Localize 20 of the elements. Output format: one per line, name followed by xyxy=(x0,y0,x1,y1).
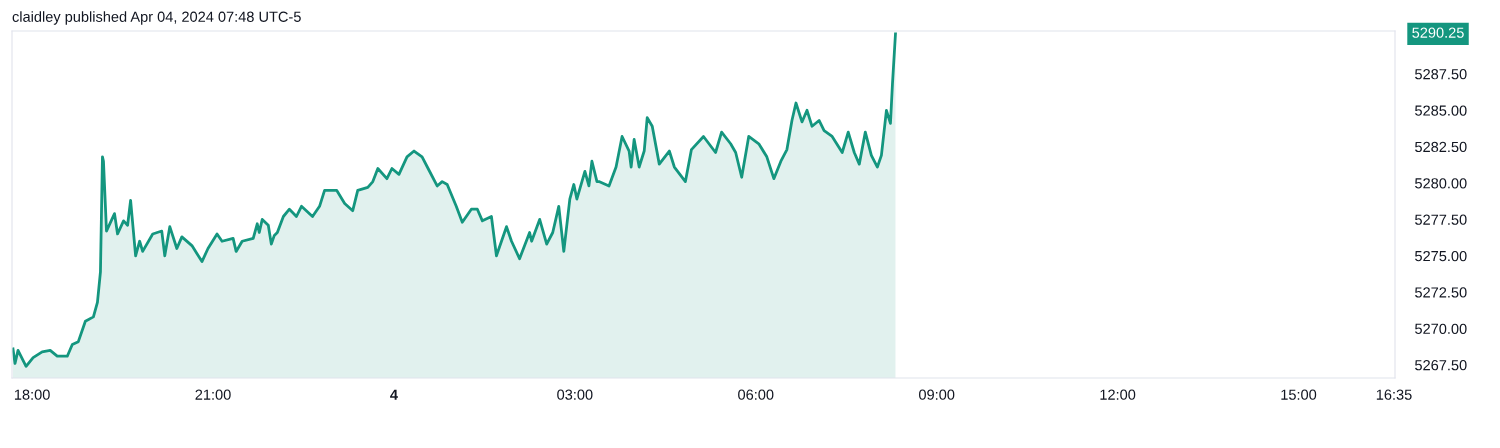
y-tick-label: 5287.50 xyxy=(1415,69,1467,80)
x-tick-label: 21:00 xyxy=(195,389,231,400)
x-tick-label: 12:00 xyxy=(1100,389,1136,400)
y-tick-label: 5270.00 xyxy=(1415,323,1467,334)
x-tick-label: 15:00 xyxy=(1281,389,1317,400)
chart-title: claidley published Apr 04, 2024 07:48 UTC-5 xyxy=(12,11,301,25)
y-tick-label: 5285.00 xyxy=(1415,105,1467,116)
y-tick-label: 5275.00 xyxy=(1415,250,1467,262)
y-tick-label: 5272.50 xyxy=(1415,287,1467,298)
x-tick-label: 4 xyxy=(390,389,398,400)
x-tick-label: 03:00 xyxy=(557,389,593,400)
x-tick-label: 09:00 xyxy=(919,389,955,400)
x-tick-label: 16:35 xyxy=(1376,389,1412,400)
text: 5290.25 xyxy=(1412,27,1464,38)
y-tick-label: 5277.50 xyxy=(1415,214,1467,225)
x-tick-label: 06:00 xyxy=(738,389,774,400)
y-tick-label: 5280.00 xyxy=(1415,178,1467,189)
x-tick-label: 18:00 xyxy=(14,389,50,400)
y-tick-label: 5267.50 xyxy=(1415,360,1467,371)
y-tick-label: 5282.50 xyxy=(1415,141,1467,153)
